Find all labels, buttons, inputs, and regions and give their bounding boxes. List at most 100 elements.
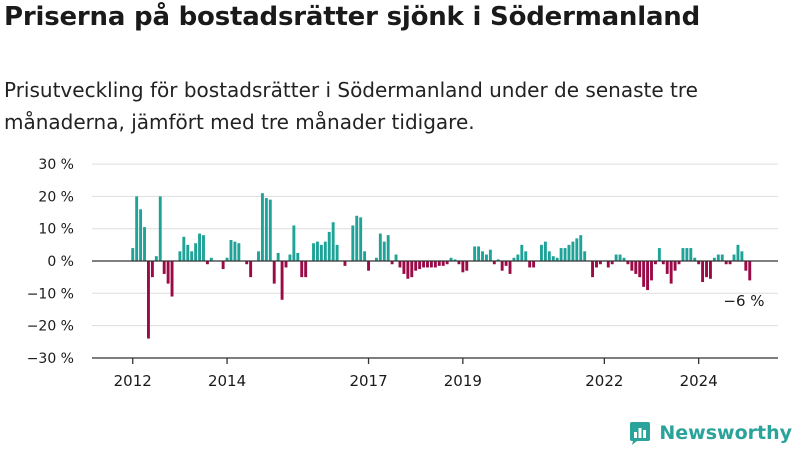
bar <box>158 196 162 261</box>
bar <box>638 261 642 278</box>
bar <box>720 254 724 261</box>
bar <box>673 261 677 271</box>
bar <box>296 252 300 261</box>
bar <box>681 248 685 261</box>
bar <box>516 254 520 261</box>
x-tick-label: 2014 <box>208 372 246 390</box>
bar <box>484 254 488 261</box>
bar <box>323 241 327 261</box>
bar <box>233 241 237 261</box>
bar <box>606 261 610 268</box>
bar <box>190 251 194 261</box>
bar <box>437 261 441 266</box>
bar <box>394 254 398 261</box>
bar <box>343 261 347 266</box>
bar <box>661 261 665 265</box>
bar <box>143 227 146 261</box>
bar <box>748 261 752 281</box>
bar <box>410 261 414 278</box>
bar <box>288 254 292 261</box>
bar <box>186 244 190 261</box>
bar <box>492 261 496 265</box>
bar <box>402 261 406 274</box>
bar <box>268 199 272 261</box>
bar <box>363 251 367 261</box>
bar <box>453 259 457 261</box>
bar <box>154 256 158 261</box>
bar <box>591 261 594 278</box>
bar <box>473 246 477 262</box>
x-tick-label: 2012 <box>114 372 152 390</box>
bar <box>697 261 701 265</box>
x-axis: 2012 2014 2017 2019 2022 2024 <box>92 260 778 390</box>
bar <box>433 261 437 268</box>
bar <box>331 222 335 261</box>
bar <box>166 261 170 284</box>
bar <box>198 233 201 261</box>
bar <box>626 261 630 265</box>
bar <box>650 261 653 281</box>
bar <box>139 209 143 261</box>
newsworthy-logo-icon <box>630 422 651 445</box>
bar <box>555 257 559 261</box>
bar <box>477 246 481 262</box>
bar <box>229 240 233 261</box>
bar <box>202 235 205 261</box>
bar <box>709 261 712 279</box>
y-tick-label: 30 % <box>38 157 74 173</box>
y-tick-label: 0 % <box>47 254 74 270</box>
y-axis-labels: 30 % 20 % 10 % 0 % −10 % −20 % −30 % <box>27 157 74 367</box>
bar <box>630 261 634 271</box>
bar <box>327 231 331 261</box>
bar <box>398 261 402 268</box>
y-tick-label: −10 % <box>27 286 74 302</box>
bar <box>374 257 378 261</box>
bar <box>665 261 669 274</box>
bar <box>205 261 209 265</box>
bar <box>162 261 166 274</box>
brand-logo: Newsworthy <box>627 420 792 446</box>
bar <box>575 238 579 261</box>
bar <box>272 261 276 284</box>
y-tick-label: −30 % <box>27 351 74 367</box>
bar <box>406 261 410 279</box>
bar <box>170 261 174 297</box>
bar <box>390 261 394 265</box>
chart-subtitle: Prisutveckling för bostadsrätter i Söder… <box>4 78 698 134</box>
bar <box>225 257 229 261</box>
bar <box>276 252 280 261</box>
last-value-annotation: −6 % <box>723 292 764 310</box>
bar <box>147 261 150 339</box>
bar <box>614 254 618 261</box>
bar <box>646 261 650 291</box>
bar <box>732 254 736 261</box>
bar <box>465 261 469 271</box>
bar <box>547 251 551 261</box>
bar <box>284 261 288 268</box>
bar <box>540 244 543 261</box>
bar <box>386 235 390 261</box>
bar <box>355 215 359 261</box>
bar <box>595 261 598 268</box>
bar <box>504 261 508 266</box>
bar <box>418 261 422 270</box>
bar <box>131 248 135 261</box>
bar <box>414 261 418 271</box>
bar <box>551 256 555 261</box>
bar <box>622 257 626 261</box>
bar <box>634 261 638 274</box>
bar <box>563 248 567 261</box>
bar <box>488 249 492 261</box>
bar <box>426 261 429 268</box>
bar <box>543 241 547 261</box>
bar <box>300 261 304 278</box>
bar <box>689 248 693 261</box>
bar <box>461 261 465 273</box>
bar <box>221 261 225 270</box>
bar <box>744 261 748 271</box>
bar <box>559 248 563 261</box>
bar <box>178 251 182 261</box>
bar <box>685 248 689 261</box>
bar-chart: 30 %20 %10 %0 %−10 %−20 %−30 % 2012 2014 2… <box>27 157 778 390</box>
bar <box>528 261 532 268</box>
